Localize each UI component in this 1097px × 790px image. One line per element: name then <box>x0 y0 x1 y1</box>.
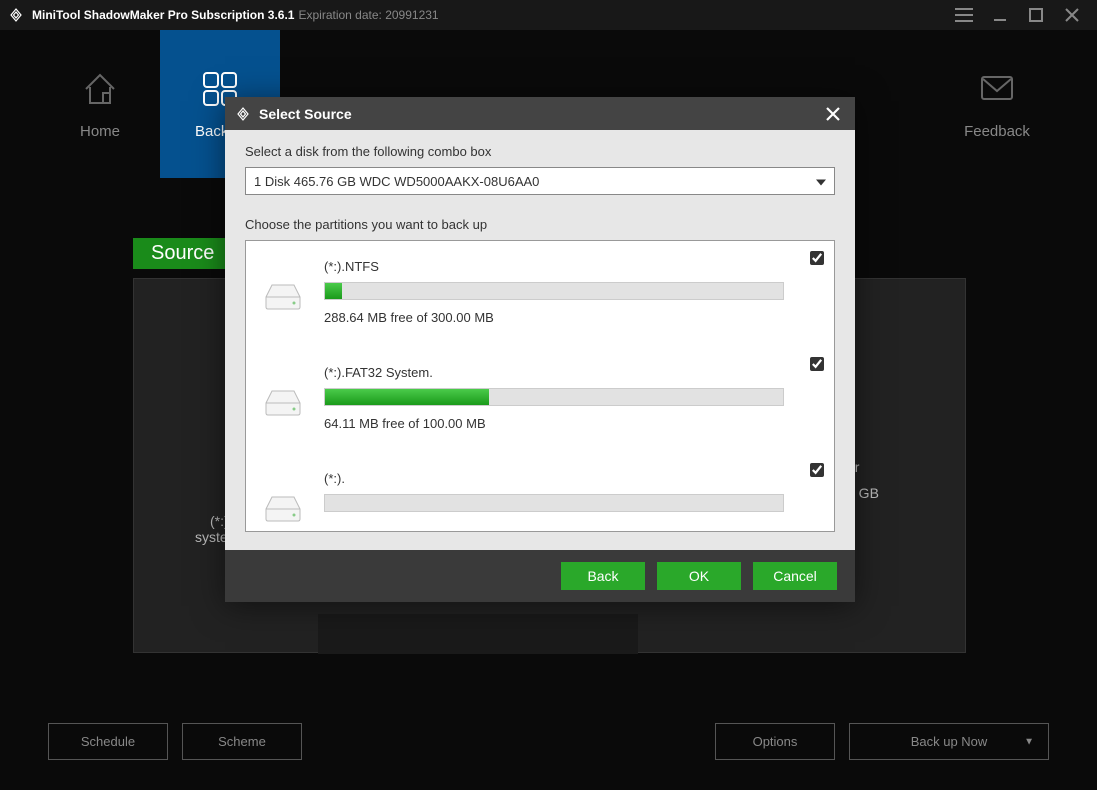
partition-checkbox[interactable] <box>810 463 824 477</box>
combo-arrow-icon <box>816 174 826 189</box>
back-button[interactable]: Back <box>561 562 645 590</box>
partition-title: (*:). <box>324 471 816 486</box>
app-window: MiniTool ShadowMaker Pro Subscription 3.… <box>0 0 1097 790</box>
nav-home-label: Home <box>80 123 120 140</box>
partition-item[interactable]: (*:).FAT32 System. 64.11 MB free of 100.0… <box>246 347 834 453</box>
nav-home[interactable]: Home <box>40 30 160 178</box>
expiration-label: Expiration date: 20991231 <box>298 8 438 22</box>
partition-title: (*:).NTFS <box>324 259 816 274</box>
scheme-button[interactable]: Scheme <box>182 723 302 760</box>
cancel-button[interactable]: Cancel <box>753 562 837 590</box>
partition-usage-bar <box>324 494 784 512</box>
partition-title: (*:).FAT32 System. <box>324 365 816 380</box>
partition-checkbox[interactable] <box>810 251 824 265</box>
chevron-down-icon: ▼ <box>1024 736 1034 747</box>
drive-icon <box>264 283 302 311</box>
footer: Schedule Scheme Options Back up Now ▼ <box>0 723 1097 760</box>
schedule-button[interactable]: Schedule <box>48 723 168 760</box>
disk-combo-label: Select a disk from the following combo b… <box>245 144 835 159</box>
partition-item[interactable]: (*:).NTFS 288.64 MB free of 300.00 MB <box>246 241 834 347</box>
nav-feedback-label: Feedback <box>964 123 1030 140</box>
backup-now-button[interactable]: Back up Now ▼ <box>849 723 1049 760</box>
partition-list[interactable]: (*:).NTFS288.64 MB free of 300.00 MB(*:)… <box>245 240 835 532</box>
panel-bottom-strip <box>318 614 638 654</box>
disk-combo[interactable]: 1 Disk 465.76 GB WDC WD5000AAKX-08U6AA0 <box>245 167 835 195</box>
partition-checkbox[interactable] <box>810 357 824 371</box>
partition-usage-bar <box>324 388 784 406</box>
window-controls <box>953 4 1083 26</box>
close-icon[interactable] <box>1061 4 1083 26</box>
partition-free-text: 64.11 MB free of 100.00 MB <box>324 416 816 431</box>
partition-usage-bar <box>324 282 784 300</box>
minimize-icon[interactable] <box>989 4 1011 26</box>
modal-body: Select a disk from the following combo b… <box>225 130 855 550</box>
modal-logo-icon <box>235 106 251 122</box>
disk-combo-value: 1 Disk 465.76 GB WDC WD5000AAKX-08U6AA0 <box>254 174 539 189</box>
partition-label: Choose the partitions you want to back u… <box>245 217 835 232</box>
home-icon <box>80 69 120 109</box>
nav-feedback[interactable]: Feedback <box>937 30 1057 178</box>
app-title: MiniTool ShadowMaker Pro Subscription 3.… <box>32 8 294 22</box>
backup-now-label: Back up Now <box>911 734 988 749</box>
drive-icon <box>264 389 302 417</box>
ok-button[interactable]: OK <box>657 562 741 590</box>
maximize-icon[interactable] <box>1025 4 1047 26</box>
modal-header: Select Source <box>225 97 855 130</box>
source-tag: Source <box>133 238 232 269</box>
modal-title: Select Source <box>259 106 352 122</box>
partition-item[interactable]: (*:). <box>246 453 834 532</box>
drive-icon <box>264 495 302 523</box>
feedback-icon <box>977 69 1017 109</box>
titlebar: MiniTool ShadowMaker Pro Subscription 3.… <box>0 0 1097 30</box>
menu-icon[interactable] <box>953 4 975 26</box>
modal-close-icon[interactable] <box>821 102 845 126</box>
partition-free-text: 288.64 MB free of 300.00 MB <box>324 310 816 325</box>
app-logo-icon <box>8 7 24 23</box>
options-button[interactable]: Options <box>715 723 835 760</box>
modal-footer: Back OK Cancel <box>225 550 855 602</box>
select-source-modal: Select Source Select a disk from the fol… <box>225 97 855 602</box>
